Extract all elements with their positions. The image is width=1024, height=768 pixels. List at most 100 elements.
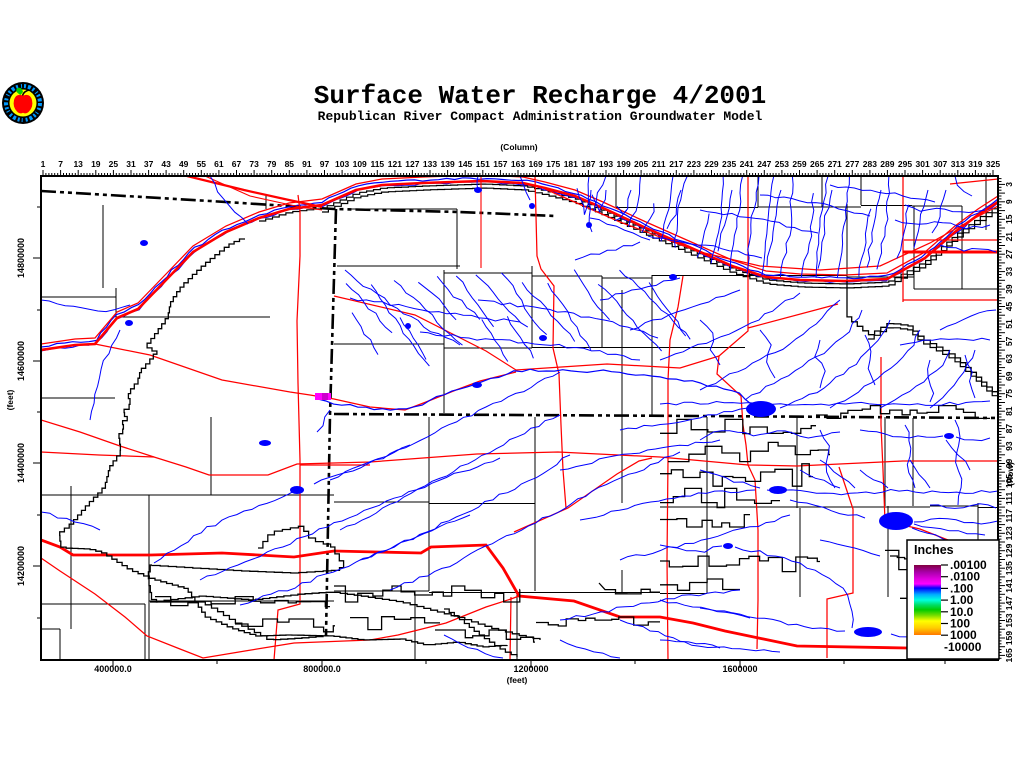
svg-text:205: 205 bbox=[634, 159, 648, 169]
svg-text:43: 43 bbox=[161, 159, 171, 169]
svg-text:33: 33 bbox=[1004, 267, 1014, 277]
svg-text:39: 39 bbox=[1004, 284, 1014, 294]
svg-text:63: 63 bbox=[1004, 354, 1014, 364]
svg-text:1000: 1000 bbox=[950, 628, 977, 642]
svg-text:295: 295 bbox=[898, 159, 912, 169]
svg-text:Republican River Compact Admin: Republican River Compact Administration … bbox=[318, 109, 763, 124]
svg-text:Inches: Inches bbox=[914, 543, 954, 557]
svg-text:37: 37 bbox=[144, 159, 154, 169]
svg-text:241: 241 bbox=[740, 159, 754, 169]
svg-text:145: 145 bbox=[458, 159, 472, 169]
svg-text:100: 100 bbox=[950, 617, 970, 631]
svg-text:19: 19 bbox=[91, 159, 101, 169]
svg-text:.0100: .0100 bbox=[950, 570, 980, 584]
svg-text:111: 111 bbox=[1004, 492, 1014, 506]
svg-text:193: 193 bbox=[599, 159, 613, 169]
svg-text:(feet): (feet) bbox=[5, 389, 15, 410]
svg-text:175: 175 bbox=[546, 159, 560, 169]
svg-text:15: 15 bbox=[1004, 214, 1014, 224]
svg-text:259: 259 bbox=[792, 159, 806, 169]
svg-text:253: 253 bbox=[775, 159, 789, 169]
svg-text:73: 73 bbox=[249, 159, 259, 169]
svg-text:135: 135 bbox=[1004, 561, 1014, 575]
svg-text:.00100: .00100 bbox=[950, 558, 987, 572]
svg-text:1: 1 bbox=[41, 159, 46, 169]
svg-text:69: 69 bbox=[1004, 371, 1014, 381]
svg-text:313: 313 bbox=[951, 159, 965, 169]
svg-text:49: 49 bbox=[179, 159, 189, 169]
svg-text:91: 91 bbox=[302, 159, 312, 169]
svg-text:121: 121 bbox=[388, 159, 402, 169]
svg-text:1200000: 1200000 bbox=[513, 664, 548, 674]
svg-text:103: 103 bbox=[335, 159, 349, 169]
svg-text:247: 247 bbox=[757, 159, 771, 169]
svg-text:319: 319 bbox=[968, 159, 982, 169]
svg-text:7: 7 bbox=[58, 159, 63, 169]
svg-text:93: 93 bbox=[1004, 441, 1014, 451]
svg-text:147: 147 bbox=[1004, 596, 1014, 610]
svg-text:14600000: 14600000 bbox=[16, 341, 26, 381]
svg-text:159: 159 bbox=[1004, 631, 1014, 645]
svg-text:10.0: 10.0 bbox=[950, 605, 974, 619]
svg-text:277: 277 bbox=[845, 159, 859, 169]
svg-text:123: 123 bbox=[1004, 526, 1014, 540]
svg-text:139: 139 bbox=[441, 159, 455, 169]
svg-text:79: 79 bbox=[267, 159, 277, 169]
svg-text:117: 117 bbox=[1004, 509, 1014, 523]
svg-text:(Row): (Row) bbox=[1005, 462, 1015, 486]
svg-text:105: 105 bbox=[1004, 474, 1014, 488]
svg-text:115: 115 bbox=[370, 159, 384, 169]
svg-text:81: 81 bbox=[1004, 406, 1014, 416]
svg-text:13: 13 bbox=[73, 159, 83, 169]
svg-text:14200000: 14200000 bbox=[16, 546, 26, 586]
svg-text:97: 97 bbox=[320, 159, 330, 169]
svg-text:187: 187 bbox=[581, 159, 595, 169]
svg-text:45: 45 bbox=[1004, 302, 1014, 312]
svg-text:Surface Water Recharge 4/2001: Surface Water Recharge 4/2001 bbox=[314, 81, 766, 111]
svg-text:325: 325 bbox=[986, 159, 1000, 169]
svg-text:1.00: 1.00 bbox=[950, 593, 974, 607]
svg-text:307: 307 bbox=[933, 159, 947, 169]
svg-text:67: 67 bbox=[232, 159, 242, 169]
svg-text:169: 169 bbox=[529, 159, 543, 169]
svg-text:157: 157 bbox=[493, 159, 507, 169]
svg-text:(feet): (feet) bbox=[507, 675, 528, 685]
svg-text:75: 75 bbox=[1004, 389, 1014, 399]
svg-text:127: 127 bbox=[405, 159, 419, 169]
svg-text:800000.0: 800000.0 bbox=[303, 664, 341, 674]
svg-text:199: 199 bbox=[617, 159, 631, 169]
svg-text:133: 133 bbox=[423, 159, 437, 169]
svg-text:14400000: 14400000 bbox=[16, 443, 26, 483]
svg-text:14800000: 14800000 bbox=[16, 238, 26, 278]
svg-text:165: 165 bbox=[1004, 648, 1014, 662]
svg-text:283: 283 bbox=[863, 159, 877, 169]
svg-text:229: 229 bbox=[704, 159, 718, 169]
svg-text:265: 265 bbox=[810, 159, 824, 169]
svg-text:141: 141 bbox=[1004, 578, 1014, 592]
svg-text:21: 21 bbox=[1004, 232, 1014, 242]
svg-text:163: 163 bbox=[511, 159, 525, 169]
svg-text:109: 109 bbox=[353, 159, 367, 169]
svg-text:400000.0: 400000.0 bbox=[94, 664, 132, 674]
svg-text:57: 57 bbox=[1004, 336, 1014, 346]
svg-text:.100: .100 bbox=[950, 581, 974, 595]
svg-text:301: 301 bbox=[916, 159, 930, 169]
svg-text:129: 129 bbox=[1004, 543, 1014, 557]
svg-text:217: 217 bbox=[669, 159, 683, 169]
svg-text:153: 153 bbox=[1004, 613, 1014, 627]
svg-text:51: 51 bbox=[1004, 319, 1014, 329]
svg-text:211: 211 bbox=[652, 159, 666, 169]
svg-text:55: 55 bbox=[197, 159, 207, 169]
svg-text:-10000: -10000 bbox=[944, 640, 982, 654]
svg-text:85: 85 bbox=[285, 159, 295, 169]
svg-text:31: 31 bbox=[126, 159, 136, 169]
svg-text:27: 27 bbox=[1004, 249, 1014, 259]
svg-text:3: 3 bbox=[1004, 182, 1014, 187]
svg-text:181: 181 bbox=[564, 159, 578, 169]
svg-text:289: 289 bbox=[880, 159, 894, 169]
svg-text:223: 223 bbox=[687, 159, 701, 169]
svg-text:235: 235 bbox=[722, 159, 736, 169]
svg-text:151: 151 bbox=[476, 159, 490, 169]
svg-text:271: 271 bbox=[828, 159, 842, 169]
svg-text:87: 87 bbox=[1004, 424, 1014, 434]
